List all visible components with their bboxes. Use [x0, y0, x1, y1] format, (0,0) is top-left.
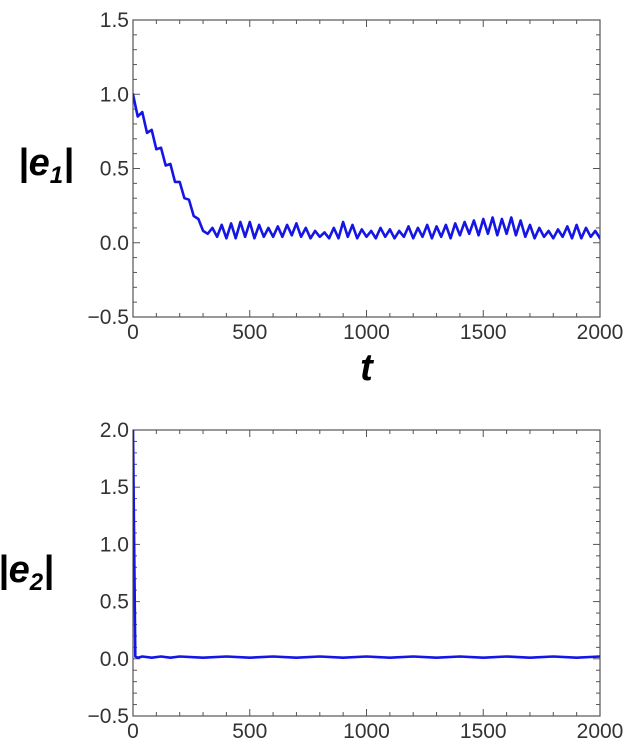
series-line	[133, 430, 600, 660]
y-tick-label: −0.5	[88, 705, 129, 728]
y-axis-label-subscript: 2	[29, 569, 44, 596]
x-tick-label: 2000	[577, 720, 624, 743]
panel-e1: 0 500 1000 1500 2000 −0.5 0.0 0.5 1.0 1.5 |e1| t	[18, 9, 623, 389]
y-tick-label: 1.5	[100, 476, 129, 499]
y-axis-label: |e2|	[0, 549, 54, 596]
x-tick-label: 0	[127, 720, 139, 743]
y-tick-label: 1.5	[100, 9, 129, 32]
x-tick-label: 1000	[343, 321, 390, 344]
y-tick-label: −0.5	[88, 306, 129, 329]
y-tick-label: 2.0	[100, 419, 129, 442]
y-axis-label: |e1|	[18, 142, 74, 189]
y-tick-label: 0.5	[100, 591, 129, 614]
y-axis-label-subscript: 1	[50, 162, 63, 189]
panel-e2: 0 500 1000 1500 2000 −0.5 0.0 0.5 1.0 1.5 2.0 |e2|	[0, 419, 623, 743]
x-tick-label: 1500	[460, 321, 507, 344]
y-axis-label-main: |e	[18, 142, 50, 184]
plot-frame	[132, 429, 601, 717]
x-tick-label: 0	[127, 321, 139, 344]
x-axis-label: t	[360, 347, 374, 389]
x-tick-label: 1000	[343, 720, 390, 743]
x-tick-label: 2000	[577, 321, 624, 344]
x-tick-label: 500	[232, 720, 267, 743]
y-tick-label: 1.0	[100, 533, 129, 556]
x-tick-label: 1500	[460, 720, 507, 743]
y-tick-label: 0.5	[100, 158, 129, 181]
y-axis-label-end: |	[43, 549, 54, 591]
y-axis-label-main: |e	[0, 549, 30, 591]
series-line	[133, 93, 600, 240]
y-tick-label: 1.0	[100, 83, 129, 106]
x-tick-label: 500	[232, 321, 267, 344]
plot-frame	[132, 19, 601, 318]
y-tick-label: 0.0	[100, 648, 129, 671]
y-axis-label-end: |	[63, 142, 74, 184]
y-tick-label: 0.0	[100, 232, 129, 255]
